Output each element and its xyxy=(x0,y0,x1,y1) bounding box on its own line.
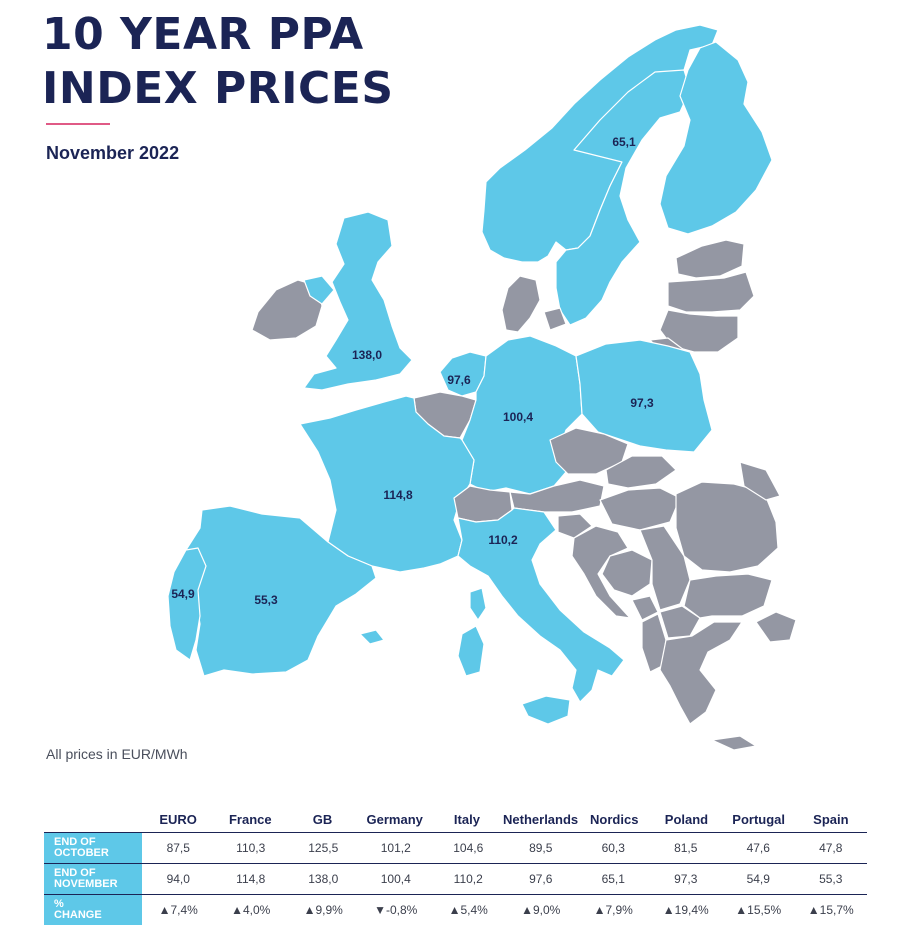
table-cell: 100,4 xyxy=(380,872,411,886)
subtitle-date: November 2022 xyxy=(46,143,180,163)
row-label: END OF OCTOBER xyxy=(44,833,142,863)
title-underline xyxy=(46,123,110,125)
table-cell: 125,5 xyxy=(308,841,339,855)
row-label: % CHANGE xyxy=(44,895,142,925)
country-denmark xyxy=(501,275,567,333)
country-slovakia xyxy=(605,455,677,489)
table-header: EURO France GB Germany Italy Netherlands Nordi… xyxy=(44,810,867,833)
column-header: Portugal xyxy=(732,812,786,827)
country-portugal xyxy=(167,547,207,661)
title-line-1: 10 YEAR PPA xyxy=(42,9,364,60)
table-cell: 138,0 xyxy=(308,872,339,886)
label-poland: 97,3 xyxy=(630,396,654,410)
column-header: France xyxy=(228,812,272,827)
table-cell: 94,0 xyxy=(166,872,190,886)
table-cell: ▲9,0% xyxy=(521,903,561,917)
country-bosnia xyxy=(601,549,653,597)
country-poland xyxy=(575,339,713,453)
country-bulgaria xyxy=(683,573,773,619)
table-cell: 81,5 xyxy=(674,841,698,855)
table-cell: ▲7,4% xyxy=(158,903,198,917)
column-header: Spain xyxy=(813,812,849,827)
table-cell: 54,9 xyxy=(746,872,770,886)
country-sicily xyxy=(521,695,571,725)
table-cell: 97,3 xyxy=(674,872,698,886)
country-balearic xyxy=(359,629,385,645)
country-italy xyxy=(457,507,625,703)
table-cell: 104,6 xyxy=(453,841,484,855)
table-row: END OF NOVEMBER 94,0 114,8 138,0 100,4 110,2 9… xyxy=(44,864,867,895)
table-cell: ▲15,7% xyxy=(807,903,854,917)
table-cell: 47,6 xyxy=(746,841,770,855)
unit-note: All prices in EUR/MWh xyxy=(46,746,188,762)
table-cell: 110,3 xyxy=(236,841,266,855)
table-cell: 47,8 xyxy=(819,841,843,855)
country-romania xyxy=(675,481,779,573)
table-cell: 101,2 xyxy=(380,841,411,855)
country-finland xyxy=(659,41,773,235)
table-cell: ▲5,4% xyxy=(448,903,488,917)
column-header: GB xyxy=(312,812,333,827)
country-corsica xyxy=(469,587,487,621)
label-netherlands: 97,6 xyxy=(447,373,471,387)
label-portugal: 54,9 xyxy=(171,587,195,601)
label-france: 114,8 xyxy=(383,488,413,502)
table-cell: 60,3 xyxy=(601,841,625,855)
table-cell: ▲15,5% xyxy=(735,903,782,917)
row-label: END OF NOVEMBER xyxy=(44,864,142,894)
country-sardinia xyxy=(457,625,485,677)
country-northern-ireland xyxy=(303,275,335,305)
country-estonia xyxy=(675,239,745,279)
table-cell: ▲19,4% xyxy=(662,903,709,917)
country-north-macedonia xyxy=(659,605,701,639)
table-cell: ▲9,9% xyxy=(303,903,343,917)
label-spain: 55,3 xyxy=(254,593,278,607)
column-header: Poland xyxy=(664,812,709,827)
table-cell: 97,6 xyxy=(529,872,553,886)
table-cell: ▼-0,8% xyxy=(374,903,418,917)
country-moldova xyxy=(739,461,781,501)
column-header: Nordics xyxy=(590,812,639,827)
table-cell: 89,5 xyxy=(529,841,553,855)
table-cell: 55,3 xyxy=(819,872,843,886)
label-italy: 110,2 xyxy=(488,533,518,547)
country-turkey xyxy=(755,611,797,643)
table-cell: 114,8 xyxy=(236,872,266,886)
country-slovenia xyxy=(557,513,593,539)
country-latvia xyxy=(667,271,755,313)
page-title: 10 YEAR PPA INDEX PRICES xyxy=(42,8,394,116)
table-cell: 65,1 xyxy=(601,872,625,886)
column-header: Netherlands xyxy=(503,812,579,827)
country-croatia xyxy=(571,525,631,619)
table-cell: 87,5 xyxy=(166,841,190,855)
column-header: Germany xyxy=(366,812,423,827)
table-row: % CHANGE ▲7,4% ▲4,0% ▲9,9% ▼-0,8% ▲5,4% ▲9,0% ▲… xyxy=(44,895,867,925)
table-cell: 110,2 xyxy=(453,872,483,886)
column-header: Italy xyxy=(453,812,480,827)
label-germany: 100,4 xyxy=(503,410,533,424)
label-gb: 138,0 xyxy=(352,348,382,362)
country-montenegro xyxy=(631,595,659,621)
country-serbia xyxy=(639,525,691,611)
country-greece xyxy=(659,621,757,751)
title-line-2: INDEX PRICES xyxy=(42,63,394,114)
table-row: END OF OCTOBER 87,5 110,3 125,5 101,2 104,6 89… xyxy=(44,833,867,864)
table-cell: ▲7,9% xyxy=(593,903,633,917)
column-header: EURO xyxy=(159,812,197,827)
table-cell: ▲4,0% xyxy=(231,903,271,917)
europe-map: 65,1 138,0 97,6 100,4 97,3 114,8 110,2 5… xyxy=(167,24,797,751)
price-table: EURO France GB Germany Italy Netherlands Nordi… xyxy=(44,810,867,925)
label-nordics: 65,1 xyxy=(612,135,636,149)
country-great-britain xyxy=(303,211,413,391)
table-body: END OF OCTOBER 87,5 110,3 125,5 101,2 104,6 89… xyxy=(44,833,867,925)
country-hungary xyxy=(599,487,681,531)
